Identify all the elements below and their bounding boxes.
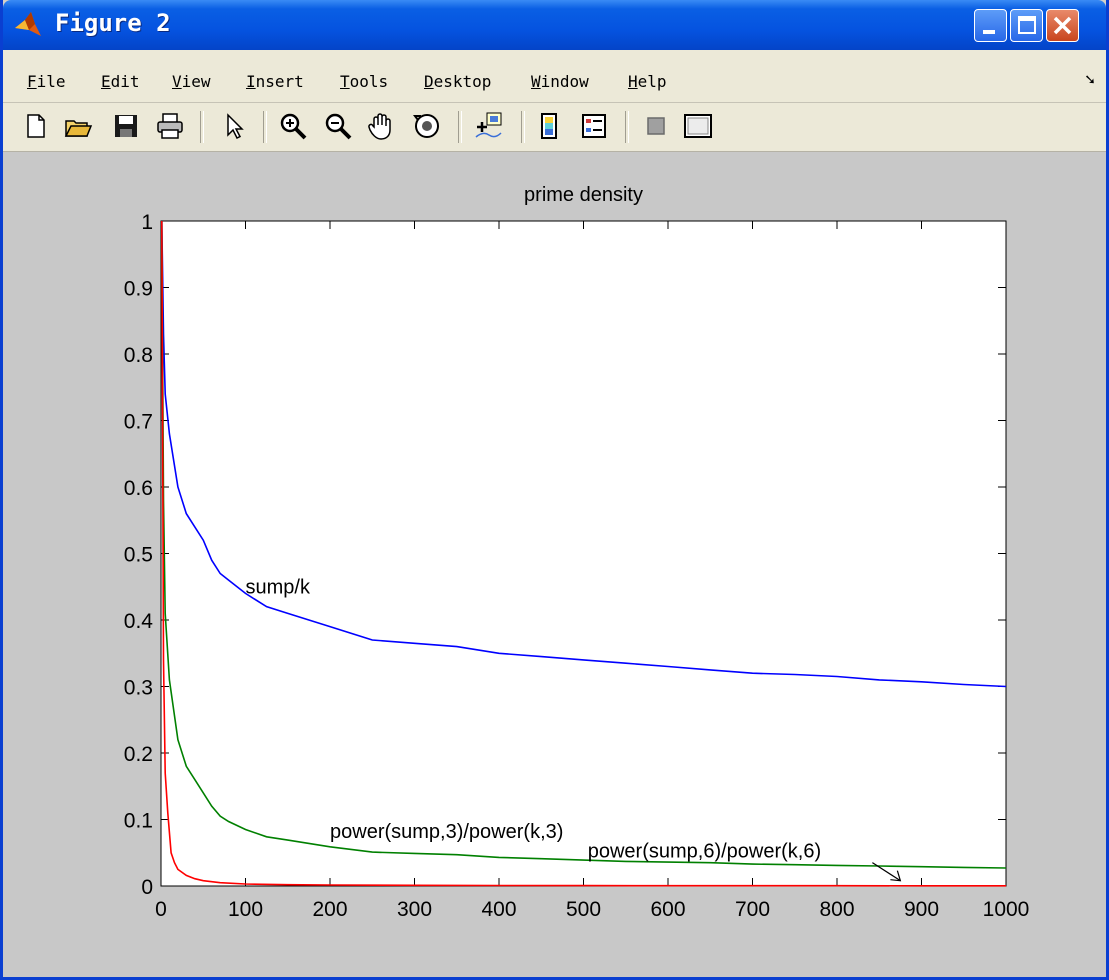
series-line-1: [161, 220, 1007, 869]
title-bar[interactable]: Figure 2: [3, 0, 1106, 50]
y-tick-label: 0.9: [124, 278, 153, 301]
toolbar-separator: [521, 111, 525, 143]
save-icon[interactable]: [111, 111, 141, 141]
y-tick-label: 0.7: [124, 411, 153, 434]
toolbar: [3, 103, 1106, 152]
y-tick-label: 0.5: [124, 544, 153, 567]
chart-title: prime density: [524, 184, 643, 206]
minimize-icon: [983, 30, 995, 34]
zoom-out-icon[interactable]: [323, 111, 353, 141]
window-title: Figure 2: [55, 9, 171, 37]
y-tick-label: 0.1: [124, 810, 153, 833]
data-cursor-icon[interactable]: [473, 111, 503, 141]
y-tick-label: 0.4: [124, 610, 154, 633]
hide-plot-tools-icon[interactable]: [641, 111, 671, 141]
y-tick-label: 0.6: [124, 477, 153, 500]
figure-area: 0 100 200 300 400 500 600 700 800 900 1000 0 0.1 0.2 0…: [3, 152, 1106, 977]
maximize-button[interactable]: [1010, 9, 1043, 42]
x-tick-label: 800: [819, 898, 854, 921]
series-line-0: [161, 220, 1007, 688]
menu-bar: File Edit View Insert Tools Desktop Wind…: [3, 50, 1106, 103]
toolbar-separator: [200, 111, 204, 143]
y-tick-label: 1: [141, 211, 153, 234]
rotate-3d-icon[interactable]: [412, 111, 442, 141]
menu-view[interactable]: View: [172, 72, 211, 91]
toolbar-separator: [625, 111, 629, 143]
legend-icon[interactable]: [579, 111, 609, 141]
x-tick-label: 1000: [983, 898, 1030, 921]
x-tick-label: 0: [155, 898, 167, 921]
close-button[interactable]: [1046, 9, 1079, 42]
pan-hand-icon[interactable]: [366, 111, 396, 141]
x-tick-label: 300: [397, 898, 432, 921]
y-tick-label: 0.8: [124, 344, 153, 367]
y-tick-label: 0.3: [124, 677, 153, 700]
show-plot-tools-icon[interactable]: [683, 111, 713, 141]
y-tick-label: 0.2: [124, 743, 153, 766]
menu-help[interactable]: Help: [628, 72, 667, 91]
menu-dock-arrow-icon[interactable]: ➘: [1084, 72, 1096, 88]
minimize-button[interactable]: [974, 9, 1007, 42]
x-tick-label: 900: [904, 898, 939, 921]
toolbar-separator: [458, 111, 462, 143]
maximize-icon: [1018, 16, 1036, 34]
annotation-label: power(sump,3)/power(k,3): [330, 821, 563, 843]
x-tick-label: 100: [228, 898, 263, 921]
x-tick-label: 400: [481, 898, 516, 921]
zoom-in-icon[interactable]: [278, 111, 308, 141]
new-file-icon[interactable]: [21, 111, 51, 141]
y-tick-label: 0: [141, 876, 153, 899]
x-tick-label: 600: [650, 898, 685, 921]
menu-tools[interactable]: Tools: [340, 72, 389, 91]
plot-area[interactable]: [160, 220, 1007, 887]
series-line-2: [161, 220, 1006, 887]
annotation-label: power(sump,6)/power(k,6): [588, 840, 821, 862]
colorbar-icon[interactable]: [534, 111, 564, 141]
open-folder-icon[interactable]: [63, 111, 93, 141]
annotation-arrowhead: [890, 870, 902, 882]
print-icon[interactable]: [155, 111, 185, 141]
matlab-logo-icon: [15, 12, 41, 36]
pointer-icon[interactable]: [219, 111, 249, 141]
close-icon: [1053, 16, 1072, 35]
menu-window[interactable]: Window: [531, 72, 589, 91]
menu-file[interactable]: File: [27, 72, 66, 91]
menu-insert[interactable]: Insert: [246, 72, 304, 91]
menu-desktop[interactable]: Desktop: [424, 72, 492, 91]
menu-edit[interactable]: Edit: [101, 72, 140, 91]
x-tick-label: 500: [566, 898, 601, 921]
x-tick-label: 200: [312, 898, 347, 921]
toolbar-separator: [263, 111, 267, 143]
prime-density-chart: 0 100 200 300 400 500 600 700 800 900 1000 0 0.1 0.2 0…: [124, 184, 1030, 921]
x-tick-label: 700: [735, 898, 770, 921]
annotation-label: sump/k: [246, 576, 311, 598]
annotation-arrow: [872, 862, 901, 882]
